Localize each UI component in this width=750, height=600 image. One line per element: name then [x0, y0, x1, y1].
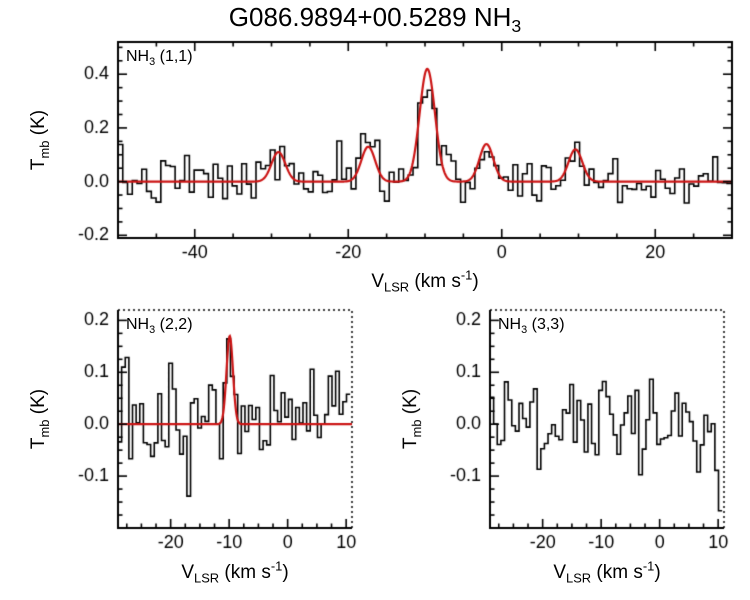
xlabel-sub: LSR: [384, 279, 410, 295]
x-axis-label-nh3-33: VLSR (km s-1): [553, 558, 660, 585]
xlabel-text: V: [371, 270, 385, 292]
panel-label-sub: 3: [521, 324, 528, 337]
xlabel-end: ): [472, 270, 479, 292]
ylabel-rest: (K): [28, 388, 50, 420]
figure-title-text: G086.9894+00.5289 NH: [228, 2, 512, 32]
xlabel-text: V: [553, 561, 567, 583]
ylabel-text: T: [28, 158, 50, 171]
y-axis-label-nh3-11: Tmb (K): [28, 110, 52, 170]
panel-label-sub: 3: [149, 324, 156, 337]
ylabel-text: T: [400, 437, 422, 450]
xlabel-rest: (km s: [591, 561, 643, 583]
xlabel-text: V: [181, 561, 195, 583]
figure-title-sub: 3: [511, 16, 522, 37]
panel-label-rest: (3,3): [527, 316, 565, 333]
ylabel-text: T: [28, 437, 50, 450]
ylabel-sub: mb: [36, 419, 52, 438]
xlabel-end: ): [654, 561, 661, 583]
panel-label-nh3-33: NH3 (3,3): [498, 316, 565, 336]
panel-label-sub: 3: [149, 56, 156, 69]
panel-label-nh3-22: NH3 (2,2): [126, 316, 193, 336]
x-axis-label-nh3-11: VLSR (km s-1): [371, 267, 478, 294]
xlabel-sup: -1: [460, 267, 473, 283]
y-axis-label-nh3-22: Tmb (K): [28, 389, 52, 449]
ylabel-rest: (K): [28, 109, 50, 141]
panel-label-rest: (1,1): [155, 48, 193, 65]
ylabel-rest: (K): [400, 388, 422, 420]
xlabel-sub: LSR: [194, 570, 220, 586]
xlabel-sup: -1: [642, 558, 655, 574]
xlabel-sub: LSR: [566, 570, 592, 586]
panel-label-nh3-11: NH3 (1,1): [126, 48, 193, 68]
ylabel-sub: mb: [408, 419, 424, 438]
panel-label-rest: (2,2): [155, 316, 193, 333]
xlabel-rest: (km s: [219, 561, 271, 583]
y-axis-label-nh3-33: Tmb (K): [400, 389, 424, 449]
ylabel-sub: mb: [36, 140, 52, 159]
figure-title: G086.9894+00.5289 NH3: [0, 2, 750, 37]
panel-label-text: NH: [126, 316, 150, 333]
panel-label-text: NH: [126, 48, 150, 65]
xlabel-rest: (km s: [409, 270, 461, 292]
xlabel-sup: -1: [270, 558, 283, 574]
panel-label-text: NH: [498, 316, 522, 333]
x-axis-label-nh3-22: VLSR (km s-1): [181, 558, 288, 585]
xlabel-end: ): [282, 561, 289, 583]
